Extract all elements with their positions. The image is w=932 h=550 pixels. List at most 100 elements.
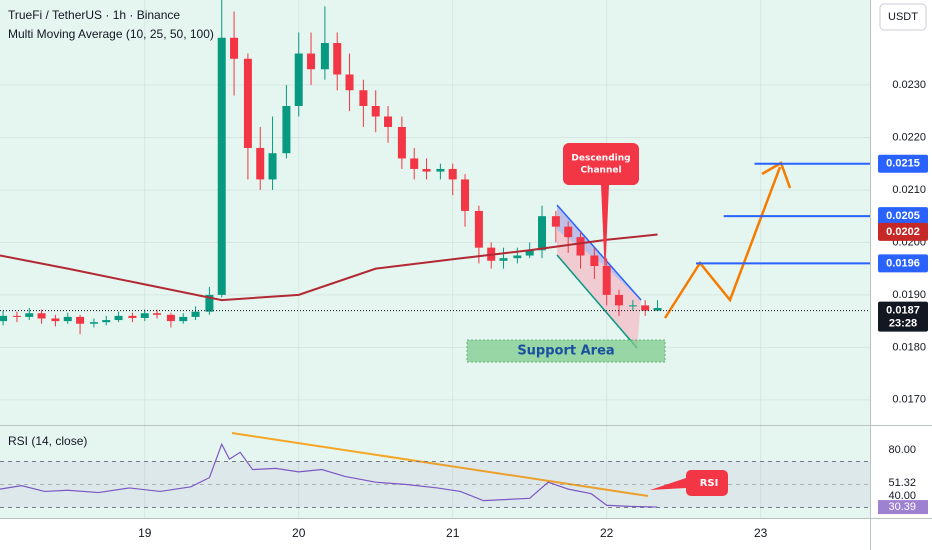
- candle-body: [128, 315, 137, 318]
- y-tick-label: 0.0230: [892, 79, 926, 91]
- countdown: 23:28: [889, 318, 917, 330]
- candle-body: [333, 43, 342, 75]
- channel-upper: [556, 204, 642, 301]
- rsi-callout: RSI: [650, 470, 728, 496]
- candle-body: [564, 226, 573, 238]
- support-label: Support Area: [517, 344, 614, 359]
- candle-body: [256, 147, 265, 180]
- candle-body: [12, 315, 21, 317]
- candle-body: [436, 168, 445, 172]
- y-tick-label: 0.0180: [892, 341, 926, 353]
- candle-body: [268, 153, 277, 180]
- candle-body: [410, 158, 419, 169]
- price-tag: [878, 254, 928, 273]
- candle-body: [602, 266, 611, 295]
- y-tick-label: 40.00: [888, 490, 916, 502]
- candle-body: [320, 43, 329, 70]
- price-tag: [878, 222, 928, 241]
- y-tick-label: 0.0220: [892, 131, 926, 143]
- candle-body: [384, 116, 393, 127]
- candle-body: [179, 316, 188, 322]
- candle-body: [538, 216, 547, 251]
- x-tick-label: 21: [446, 526, 460, 540]
- candle-body: [371, 105, 380, 117]
- chart-title: TrueFi / TetherUS · 1h · Binance: [8, 8, 180, 22]
- price-tag: [878, 207, 928, 226]
- callout-box: [650, 470, 728, 496]
- candle-body: [166, 314, 175, 322]
- moving-average: [0, 233, 658, 302]
- value-tag-label: 30.39: [888, 501, 916, 513]
- candle-body: [307, 53, 316, 70]
- candle-body: [153, 313, 162, 315]
- candle-body: [576, 237, 585, 256]
- rsi-title: RSI (14, close): [8, 434, 87, 448]
- candle-body: [140, 313, 149, 318]
- candle-body: [217, 37, 226, 295]
- x-tick-label: 19: [138, 526, 152, 540]
- plot-background: [0, 0, 870, 518]
- support-area: [466, 339, 666, 363]
- candle-body: [102, 320, 111, 323]
- axis-background: [870, 0, 932, 550]
- price-tag: [878, 154, 928, 173]
- candle-body: [461, 179, 470, 211]
- candle-body: [590, 255, 599, 267]
- candle-body: [513, 255, 522, 259]
- callout-text: RSI: [700, 478, 719, 489]
- callout-text: Descending: [571, 154, 630, 164]
- candle-body: [205, 294, 214, 312]
- channel-lower: [556, 254, 638, 349]
- candle-body: [294, 53, 303, 106]
- channel-callout: Descending Channel: [563, 143, 639, 277]
- x-tick-label: 20: [292, 526, 306, 540]
- price-tag-label: 0.0215: [886, 158, 920, 170]
- unit-label: USDT: [888, 11, 918, 23]
- candle-body: [114, 315, 123, 321]
- candle-body: [51, 318, 60, 322]
- price-tag-label: 0.0187: [886, 305, 920, 317]
- y-tick-label: 0.0210: [892, 184, 926, 196]
- x-tick-label: 22: [600, 526, 614, 540]
- candle-body: [230, 37, 239, 59]
- candle-body: [422, 168, 431, 172]
- candle-body: [499, 258, 508, 261]
- y-tick-label: 80.00: [888, 444, 916, 456]
- chart-subtitle: Multi Moving Average (10, 25, 50, 100): [8, 27, 214, 41]
- candle-body: [551, 216, 560, 227]
- candle-body: [525, 250, 534, 256]
- candle-body: [641, 305, 650, 311]
- candle-body: [359, 90, 368, 106]
- candle-body: [282, 105, 291, 154]
- price-tag-label: 0.0196: [886, 257, 920, 269]
- candle-body: [25, 313, 34, 317]
- candle-body: [76, 316, 85, 324]
- value-tag: [878, 500, 928, 515]
- axes: 19 20 21 22 230.01700.01800.01900.02000.0210…: [138, 79, 928, 540]
- rsi-trendline: [231, 432, 649, 497]
- price-tag: [878, 301, 928, 332]
- candle-body: [474, 210, 483, 248]
- candle-body: [628, 305, 637, 307]
- candle-body: [0, 315, 8, 322]
- candle-body: [89, 322, 98, 324]
- rsi-line: [0, 442, 658, 508]
- candle-body: [345, 74, 354, 91]
- candle-body: [191, 311, 200, 317]
- candle-body: [653, 307, 662, 311]
- candle-body: [37, 313, 46, 319]
- projection-arrow: [663, 166, 782, 319]
- x-tick-label: 23: [754, 526, 768, 540]
- value-tag-label: 51.32: [888, 477, 916, 489]
- unit-box[interactable]: [879, 3, 927, 31]
- y-tick-label: 0.0190: [892, 289, 926, 301]
- candle-body: [615, 294, 624, 306]
- candle-body: [243, 58, 252, 148]
- candle-body: [63, 316, 72, 322]
- candle-body: [448, 168, 457, 180]
- callout-text: Channel: [580, 166, 621, 176]
- price-tag-label: 0.0205: [886, 210, 920, 222]
- y-tick-label: 0.0170: [892, 394, 926, 406]
- rsi-panel: [0, 432, 870, 509]
- callout-box: [563, 143, 639, 277]
